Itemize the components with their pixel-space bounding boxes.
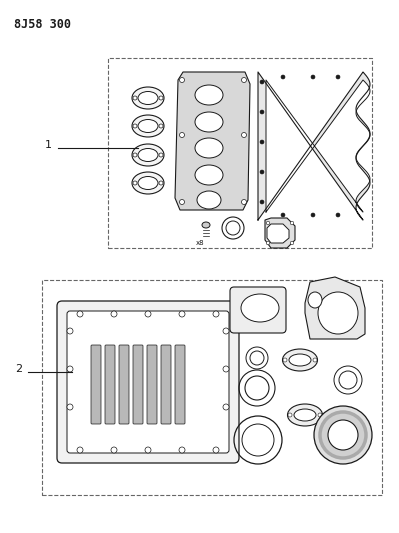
FancyBboxPatch shape bbox=[133, 345, 143, 424]
Ellipse shape bbox=[213, 447, 219, 453]
FancyBboxPatch shape bbox=[91, 345, 101, 424]
Ellipse shape bbox=[241, 77, 247, 83]
Ellipse shape bbox=[260, 200, 264, 204]
Polygon shape bbox=[267, 224, 289, 243]
Ellipse shape bbox=[266, 221, 270, 225]
Ellipse shape bbox=[223, 404, 229, 410]
Ellipse shape bbox=[133, 153, 137, 157]
Ellipse shape bbox=[308, 292, 322, 308]
FancyBboxPatch shape bbox=[161, 345, 171, 424]
Ellipse shape bbox=[266, 241, 270, 245]
Polygon shape bbox=[305, 277, 365, 339]
Ellipse shape bbox=[260, 80, 264, 84]
Ellipse shape bbox=[290, 241, 294, 245]
Ellipse shape bbox=[159, 124, 163, 128]
Ellipse shape bbox=[311, 213, 315, 217]
Ellipse shape bbox=[132, 115, 164, 137]
Ellipse shape bbox=[133, 124, 137, 128]
FancyBboxPatch shape bbox=[105, 345, 115, 424]
Ellipse shape bbox=[138, 149, 158, 161]
Ellipse shape bbox=[77, 447, 83, 453]
Ellipse shape bbox=[67, 404, 73, 410]
Polygon shape bbox=[266, 80, 370, 212]
Ellipse shape bbox=[132, 87, 164, 109]
Ellipse shape bbox=[260, 170, 264, 174]
Ellipse shape bbox=[197, 191, 221, 209]
Ellipse shape bbox=[111, 311, 117, 317]
FancyBboxPatch shape bbox=[57, 301, 239, 463]
FancyBboxPatch shape bbox=[119, 345, 129, 424]
Ellipse shape bbox=[336, 213, 340, 217]
Text: 1: 1 bbox=[45, 140, 52, 150]
Text: 2: 2 bbox=[15, 364, 22, 374]
Bar bbox=[42, 280, 382, 495]
Ellipse shape bbox=[179, 311, 185, 317]
Ellipse shape bbox=[294, 409, 316, 421]
Ellipse shape bbox=[283, 358, 287, 362]
Ellipse shape bbox=[67, 328, 73, 334]
Ellipse shape bbox=[138, 119, 158, 133]
Ellipse shape bbox=[180, 199, 184, 205]
Ellipse shape bbox=[318, 413, 322, 417]
Ellipse shape bbox=[180, 77, 184, 83]
Ellipse shape bbox=[282, 349, 318, 371]
Ellipse shape bbox=[318, 292, 358, 334]
Ellipse shape bbox=[290, 221, 294, 225]
Ellipse shape bbox=[281, 213, 285, 217]
Polygon shape bbox=[258, 72, 370, 220]
Ellipse shape bbox=[260, 140, 264, 144]
Ellipse shape bbox=[133, 181, 137, 185]
Ellipse shape bbox=[145, 311, 151, 317]
Ellipse shape bbox=[159, 181, 163, 185]
Ellipse shape bbox=[241, 199, 247, 205]
Ellipse shape bbox=[223, 328, 229, 334]
Ellipse shape bbox=[241, 133, 247, 138]
Bar bbox=[108, 58, 372, 248]
Ellipse shape bbox=[281, 75, 285, 79]
Ellipse shape bbox=[138, 176, 158, 190]
Ellipse shape bbox=[195, 112, 223, 132]
Ellipse shape bbox=[288, 413, 292, 417]
Ellipse shape bbox=[314, 406, 372, 464]
FancyBboxPatch shape bbox=[67, 311, 229, 453]
Ellipse shape bbox=[213, 311, 219, 317]
Ellipse shape bbox=[223, 366, 229, 372]
Ellipse shape bbox=[67, 366, 73, 372]
Ellipse shape bbox=[111, 447, 117, 453]
Ellipse shape bbox=[195, 85, 223, 105]
Polygon shape bbox=[175, 72, 250, 210]
Ellipse shape bbox=[133, 96, 137, 100]
Ellipse shape bbox=[179, 447, 185, 453]
Ellipse shape bbox=[311, 75, 315, 79]
Ellipse shape bbox=[289, 354, 311, 366]
Ellipse shape bbox=[195, 165, 223, 185]
FancyBboxPatch shape bbox=[175, 345, 185, 424]
Ellipse shape bbox=[260, 110, 264, 114]
Text: x8: x8 bbox=[196, 240, 204, 246]
Ellipse shape bbox=[159, 153, 163, 157]
Ellipse shape bbox=[132, 172, 164, 194]
Ellipse shape bbox=[159, 96, 163, 100]
Ellipse shape bbox=[145, 447, 151, 453]
Ellipse shape bbox=[288, 404, 322, 426]
Ellipse shape bbox=[320, 412, 366, 458]
Text: 8J58 300: 8J58 300 bbox=[14, 18, 71, 31]
Ellipse shape bbox=[77, 311, 83, 317]
Ellipse shape bbox=[241, 294, 279, 322]
Ellipse shape bbox=[313, 358, 317, 362]
Ellipse shape bbox=[180, 133, 184, 138]
Ellipse shape bbox=[202, 222, 210, 228]
Ellipse shape bbox=[328, 420, 358, 450]
Ellipse shape bbox=[132, 144, 164, 166]
FancyBboxPatch shape bbox=[230, 287, 286, 333]
Ellipse shape bbox=[138, 92, 158, 104]
FancyBboxPatch shape bbox=[147, 345, 157, 424]
Polygon shape bbox=[265, 218, 295, 248]
Ellipse shape bbox=[195, 138, 223, 158]
Ellipse shape bbox=[336, 75, 340, 79]
